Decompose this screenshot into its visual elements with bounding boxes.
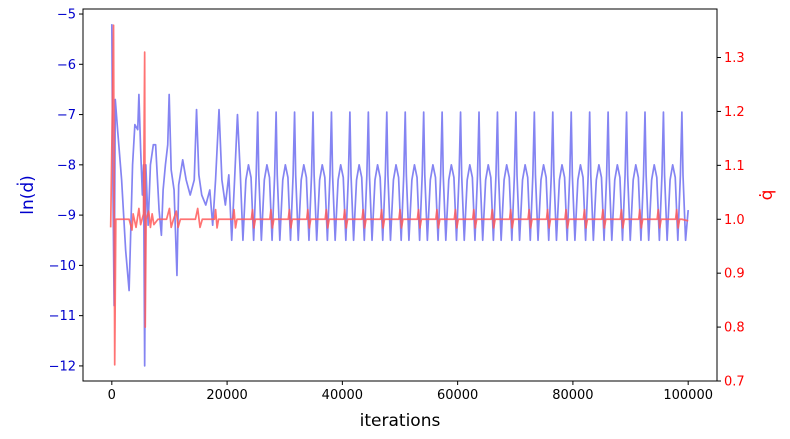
right-y-tick-label: 1.0	[724, 213, 745, 228]
x-tick-label: 0	[108, 388, 116, 403]
left-y-tick-label: −5	[57, 8, 76, 23]
x-tick-label: 40000	[322, 388, 363, 403]
x-tick-label: 80000	[552, 388, 593, 403]
right-y-tick-label: 1.1	[724, 159, 745, 174]
left-y-tick-label: −12	[49, 359, 76, 374]
right-y-tick-label: 0.9	[724, 267, 745, 282]
right-y-tick-label: 0.8	[724, 321, 745, 336]
x-tick-label: 20000	[206, 388, 247, 403]
left-y-axis-title: ln(ḋ)	[15, 175, 38, 215]
plot-frame	[82, 8, 718, 382]
right-y-tick-label: 1.2	[724, 105, 745, 120]
x-axis-title: iterations	[360, 411, 441, 431]
left-y-tick-label: −9	[57, 209, 76, 224]
left-y-tick-label: −11	[49, 309, 76, 324]
left-y-axis: −12 −11 −10 −9 −8 −7 −6 −5	[49, 8, 83, 374]
series-layer	[109, 24, 690, 367]
left-y-tick-label: −8	[57, 158, 76, 173]
x-axis: 0 20000 40000 60000 80000 100000	[108, 381, 713, 403]
right-y-axis: 0.7 0.8 0.9 1.0 1.1 1.2 1.3	[717, 51, 745, 390]
right-y-axis-title: q̇	[757, 190, 777, 201]
right-y-tick-label: 1.3	[724, 51, 745, 66]
right-y-tick-label: 0.7	[724, 375, 745, 390]
left-y-tick-label: −7	[57, 108, 76, 123]
series-line-q	[109, 24, 689, 366]
left-y-tick-label: −6	[57, 58, 76, 73]
left-y-tick-label: −10	[49, 259, 76, 274]
x-tick-label: 60000	[437, 388, 478, 403]
x-tick-label: 100000	[663, 388, 713, 403]
series-line-ln-d	[110, 24, 690, 367]
